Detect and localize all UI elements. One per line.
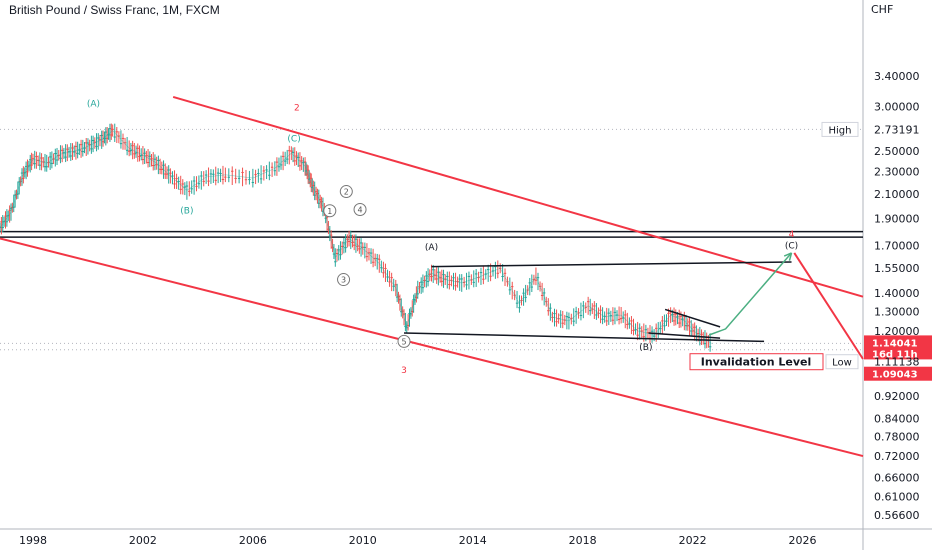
- channel-line-2[interactable]: [793, 252, 864, 360]
- y-tick-label: 2.50000: [874, 145, 920, 158]
- current-price-tag: [864, 335, 932, 360]
- wave-circle-label: 2: [344, 188, 349, 197]
- wave-circle: [337, 273, 351, 287]
- x-tick-label: 2018: [569, 534, 597, 547]
- y-tick-label: 0.66000: [874, 471, 920, 484]
- y-tick-label: 1.30000: [874, 305, 920, 318]
- projection-path[interactable]: [708, 252, 793, 336]
- bar-countdown: 16d 11h: [872, 349, 918, 360]
- wave-label: (A): [87, 100, 100, 110]
- time-axis: 1998 2002 2006 2010 2014 2018 2022 2026: [19, 534, 817, 547]
- y-tick-label: 0.78000: [874, 430, 920, 443]
- y-tick-label: 1.55000: [874, 262, 920, 275]
- chart-title: British Pound / Swiss Franc, 1M, FXCM: [9, 3, 220, 17]
- wave-label: (B): [639, 343, 652, 353]
- wave-circle: [339, 185, 353, 199]
- y-tick-label: 0.92000: [874, 390, 920, 403]
- wave-circle-label: 1: [327, 207, 332, 216]
- x-tick-label: 2010: [349, 534, 377, 547]
- wave-annotations: (A) (B) (C) 2 3 (A) (B) (C) 4 1 2 3 4 5: [87, 100, 798, 377]
- structure-line-1[interactable]: [403, 332, 765, 343]
- structure-line-2[interactable]: [664, 308, 721, 328]
- current-price-value: 1.14041: [872, 338, 918, 349]
- x-tick-label: 2006: [239, 534, 267, 547]
- x-tick-label: 2026: [789, 534, 817, 547]
- wave-circle-label: 3: [341, 276, 346, 285]
- high-tag-box: [821, 121, 859, 137]
- wave-circle: [353, 203, 367, 217]
- y-tick-label: 3.00000: [874, 101, 920, 114]
- wave-circle-label: 4: [357, 206, 362, 215]
- x-tick-label: 2014: [459, 534, 487, 547]
- price-axis: 3.40000 3.00000 2.50000 2.30000 2.10000 1.900…: [874, 70, 920, 522]
- y-tick-label: 0.72000: [874, 450, 920, 463]
- y-tick-label: 0.61000: [874, 491, 920, 504]
- projection-arrowhead: [783, 252, 793, 261]
- price-series-line: [0, 130, 712, 344]
- x-tick-label: 2002: [129, 534, 157, 547]
- channel-line-0[interactable]: [172, 95, 864, 298]
- y-tick-label: 0.56600: [874, 509, 920, 522]
- structure-line-3[interactable]: [648, 332, 721, 339]
- low-tag-box: [825, 354, 859, 370]
- currency-label: CHF: [871, 3, 893, 16]
- horizontal-levels: [0, 128, 863, 351]
- low-tag-label: Low: [832, 358, 852, 369]
- wave-label: 2: [294, 104, 300, 114]
- wave-label: 3: [401, 366, 407, 376]
- structure-line-0[interactable]: [431, 261, 792, 268]
- wave-label: (B): [180, 206, 193, 216]
- y-tick-label: 1.90000: [874, 212, 920, 225]
- wave-label: 4: [789, 230, 795, 240]
- channel-line-1[interactable]: [0, 237, 864, 458]
- invalidation-label: Invalidation Level: [701, 356, 811, 369]
- y-tick-label: 3.40000: [874, 70, 920, 83]
- wave-label: (A): [425, 243, 438, 253]
- marker-tag-value: 1.09043: [872, 370, 918, 381]
- y-tick-label: 2.30000: [874, 166, 920, 179]
- marker-tag: [864, 366, 932, 381]
- x-tick-label: 1998: [19, 534, 47, 547]
- low-tag-value: 1.11138: [874, 356, 920, 369]
- y-tick-label: 0.84000: [874, 412, 920, 425]
- high-tag-label: High: [829, 125, 852, 136]
- y-tick-label: 1.70000: [874, 240, 920, 253]
- invalidation-box[interactable]: [689, 353, 824, 371]
- high-tag-value: 2.73191: [874, 123, 920, 136]
- wave-label: (C): [785, 242, 798, 252]
- wave-circle: [397, 334, 411, 348]
- wave-circle: [323, 204, 337, 218]
- y-tick-label: 1.20000: [874, 325, 920, 338]
- price-path: [0, 123, 712, 352]
- wave-label: (C): [287, 135, 300, 145]
- trend-lines: [0, 95, 864, 458]
- wave-circle-label: 5: [401, 337, 406, 346]
- y-tick-label: 2.10000: [874, 188, 920, 201]
- x-tick-label: 2022: [679, 534, 707, 547]
- y-tick-label: 1.40000: [874, 287, 920, 300]
